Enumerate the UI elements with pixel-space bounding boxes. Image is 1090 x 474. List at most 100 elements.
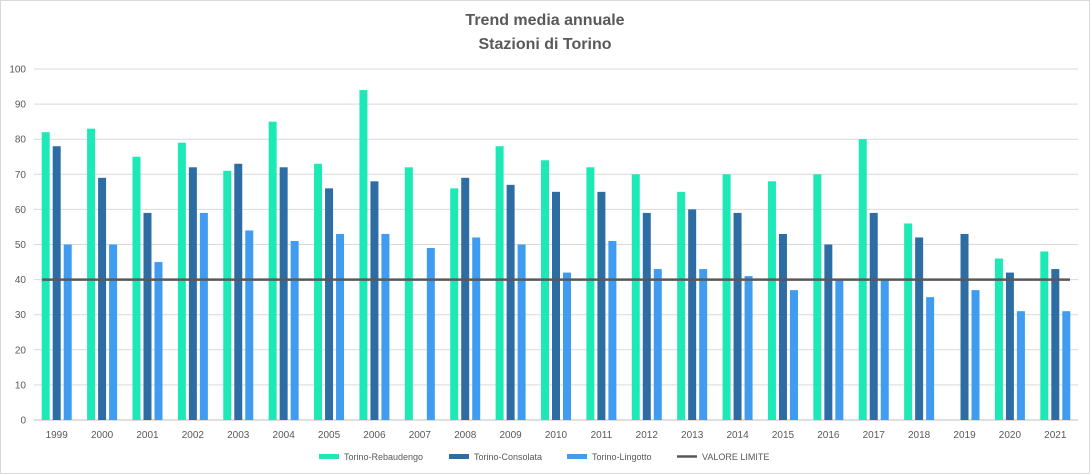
- chart-subtitle: Stazioni di Torino: [478, 36, 612, 53]
- y-tick-label: 60: [15, 205, 27, 216]
- bar: [188, 167, 197, 420]
- x-tick-label: 2016: [817, 430, 840, 441]
- x-tick-label: 2000: [91, 430, 114, 441]
- bar: [915, 237, 924, 420]
- bar: [642, 212, 651, 420]
- y-tick-label: 10: [15, 380, 27, 391]
- bar: [98, 177, 107, 420]
- x-tick-label: 2009: [499, 430, 522, 441]
- legend-swatch: [319, 454, 339, 459]
- legend-label: VALORE LIMITE: [702, 452, 769, 462]
- bar: [199, 212, 208, 420]
- bar: [245, 230, 254, 420]
- bar: [234, 163, 243, 420]
- bar: [971, 290, 980, 420]
- bar: [688, 209, 697, 420]
- y-tick-label: 50: [15, 240, 27, 251]
- bar: [506, 184, 515, 420]
- y-tick-label: 40: [15, 275, 27, 286]
- bar: [1062, 311, 1071, 420]
- bar: [926, 297, 935, 420]
- bar: [1040, 251, 1049, 420]
- bar: [223, 170, 232, 420]
- bar: [835, 279, 844, 420]
- y-tick-label: 20: [15, 345, 27, 356]
- x-tick-label: 2015: [772, 430, 795, 441]
- bar: [336, 233, 345, 420]
- x-tick-label: 2011: [591, 430, 613, 441]
- bar: [789, 290, 798, 420]
- bar: [824, 244, 833, 420]
- x-tick-label: 2020: [999, 430, 1022, 441]
- bar: [41, 132, 50, 420]
- bar: [608, 240, 617, 420]
- bar: [268, 121, 277, 421]
- x-tick-label: 2004: [273, 430, 296, 441]
- x-tick-label: 2013: [681, 430, 704, 441]
- y-tick-label: 70: [15, 170, 27, 181]
- x-tick-label: 2001: [136, 430, 159, 441]
- bar: [109, 244, 118, 420]
- bar: [994, 258, 1003, 420]
- bar: [132, 156, 141, 420]
- bar: [722, 174, 731, 420]
- bar: [960, 233, 969, 420]
- x-tick-label: 2014: [726, 430, 749, 441]
- bar: [541, 160, 549, 420]
- legend-swatch: [449, 454, 469, 459]
- bar: [426, 248, 435, 420]
- y-tick-label: 90: [15, 100, 27, 111]
- y-tick-label: 80: [15, 135, 27, 146]
- chart-title: Trend media annuale: [465, 12, 625, 29]
- bar: [1016, 311, 1025, 420]
- bar: [87, 128, 96, 421]
- legend-swatch: [567, 454, 587, 459]
- y-tick-label: 30: [15, 310, 27, 321]
- x-tick-label: 2002: [182, 430, 205, 441]
- bar: [677, 191, 686, 420]
- y-tick-label: 0: [20, 416, 26, 427]
- bar: [359, 90, 368, 420]
- legend-label: Torino-Lingotto: [592, 452, 652, 462]
- bar: [813, 174, 822, 420]
- bar: [1051, 269, 1060, 420]
- bar: [631, 174, 640, 420]
- x-tick-label: 2003: [227, 430, 250, 441]
- bar: [177, 142, 186, 420]
- bar: [880, 279, 889, 420]
- bar: [325, 188, 334, 420]
- bar: [461, 177, 470, 420]
- x-tick-label: 1999: [46, 430, 69, 441]
- bar: [586, 167, 595, 420]
- bar: [552, 191, 560, 420]
- bar: [52, 146, 61, 420]
- bar: [767, 181, 776, 420]
- x-tick-label: 2021: [1044, 430, 1067, 441]
- bar: [744, 276, 753, 420]
- y-tick-label: 100: [9, 65, 26, 76]
- x-tick-label: 2010: [545, 430, 568, 441]
- legend-label: Torino-Rebaudengo: [344, 452, 423, 462]
- bar: [495, 146, 504, 420]
- x-tick-label: 2005: [318, 430, 341, 441]
- bar: [370, 181, 379, 420]
- bar: [699, 269, 708, 420]
- bar: [653, 269, 662, 420]
- bar: [63, 244, 72, 420]
- x-tick-label: 2006: [363, 430, 386, 441]
- bar: [450, 188, 459, 420]
- bar: [472, 237, 481, 420]
- bar: [154, 262, 163, 420]
- bar: [279, 167, 288, 420]
- x-tick-label: 2017: [863, 430, 886, 441]
- x-tick-label: 2018: [908, 430, 931, 441]
- bar: [517, 244, 526, 420]
- bar: [1005, 272, 1014, 420]
- bar: [143, 212, 152, 420]
- bar: [290, 240, 299, 420]
- bar: [778, 233, 787, 420]
- bar: [904, 223, 913, 420]
- bar: [869, 212, 878, 420]
